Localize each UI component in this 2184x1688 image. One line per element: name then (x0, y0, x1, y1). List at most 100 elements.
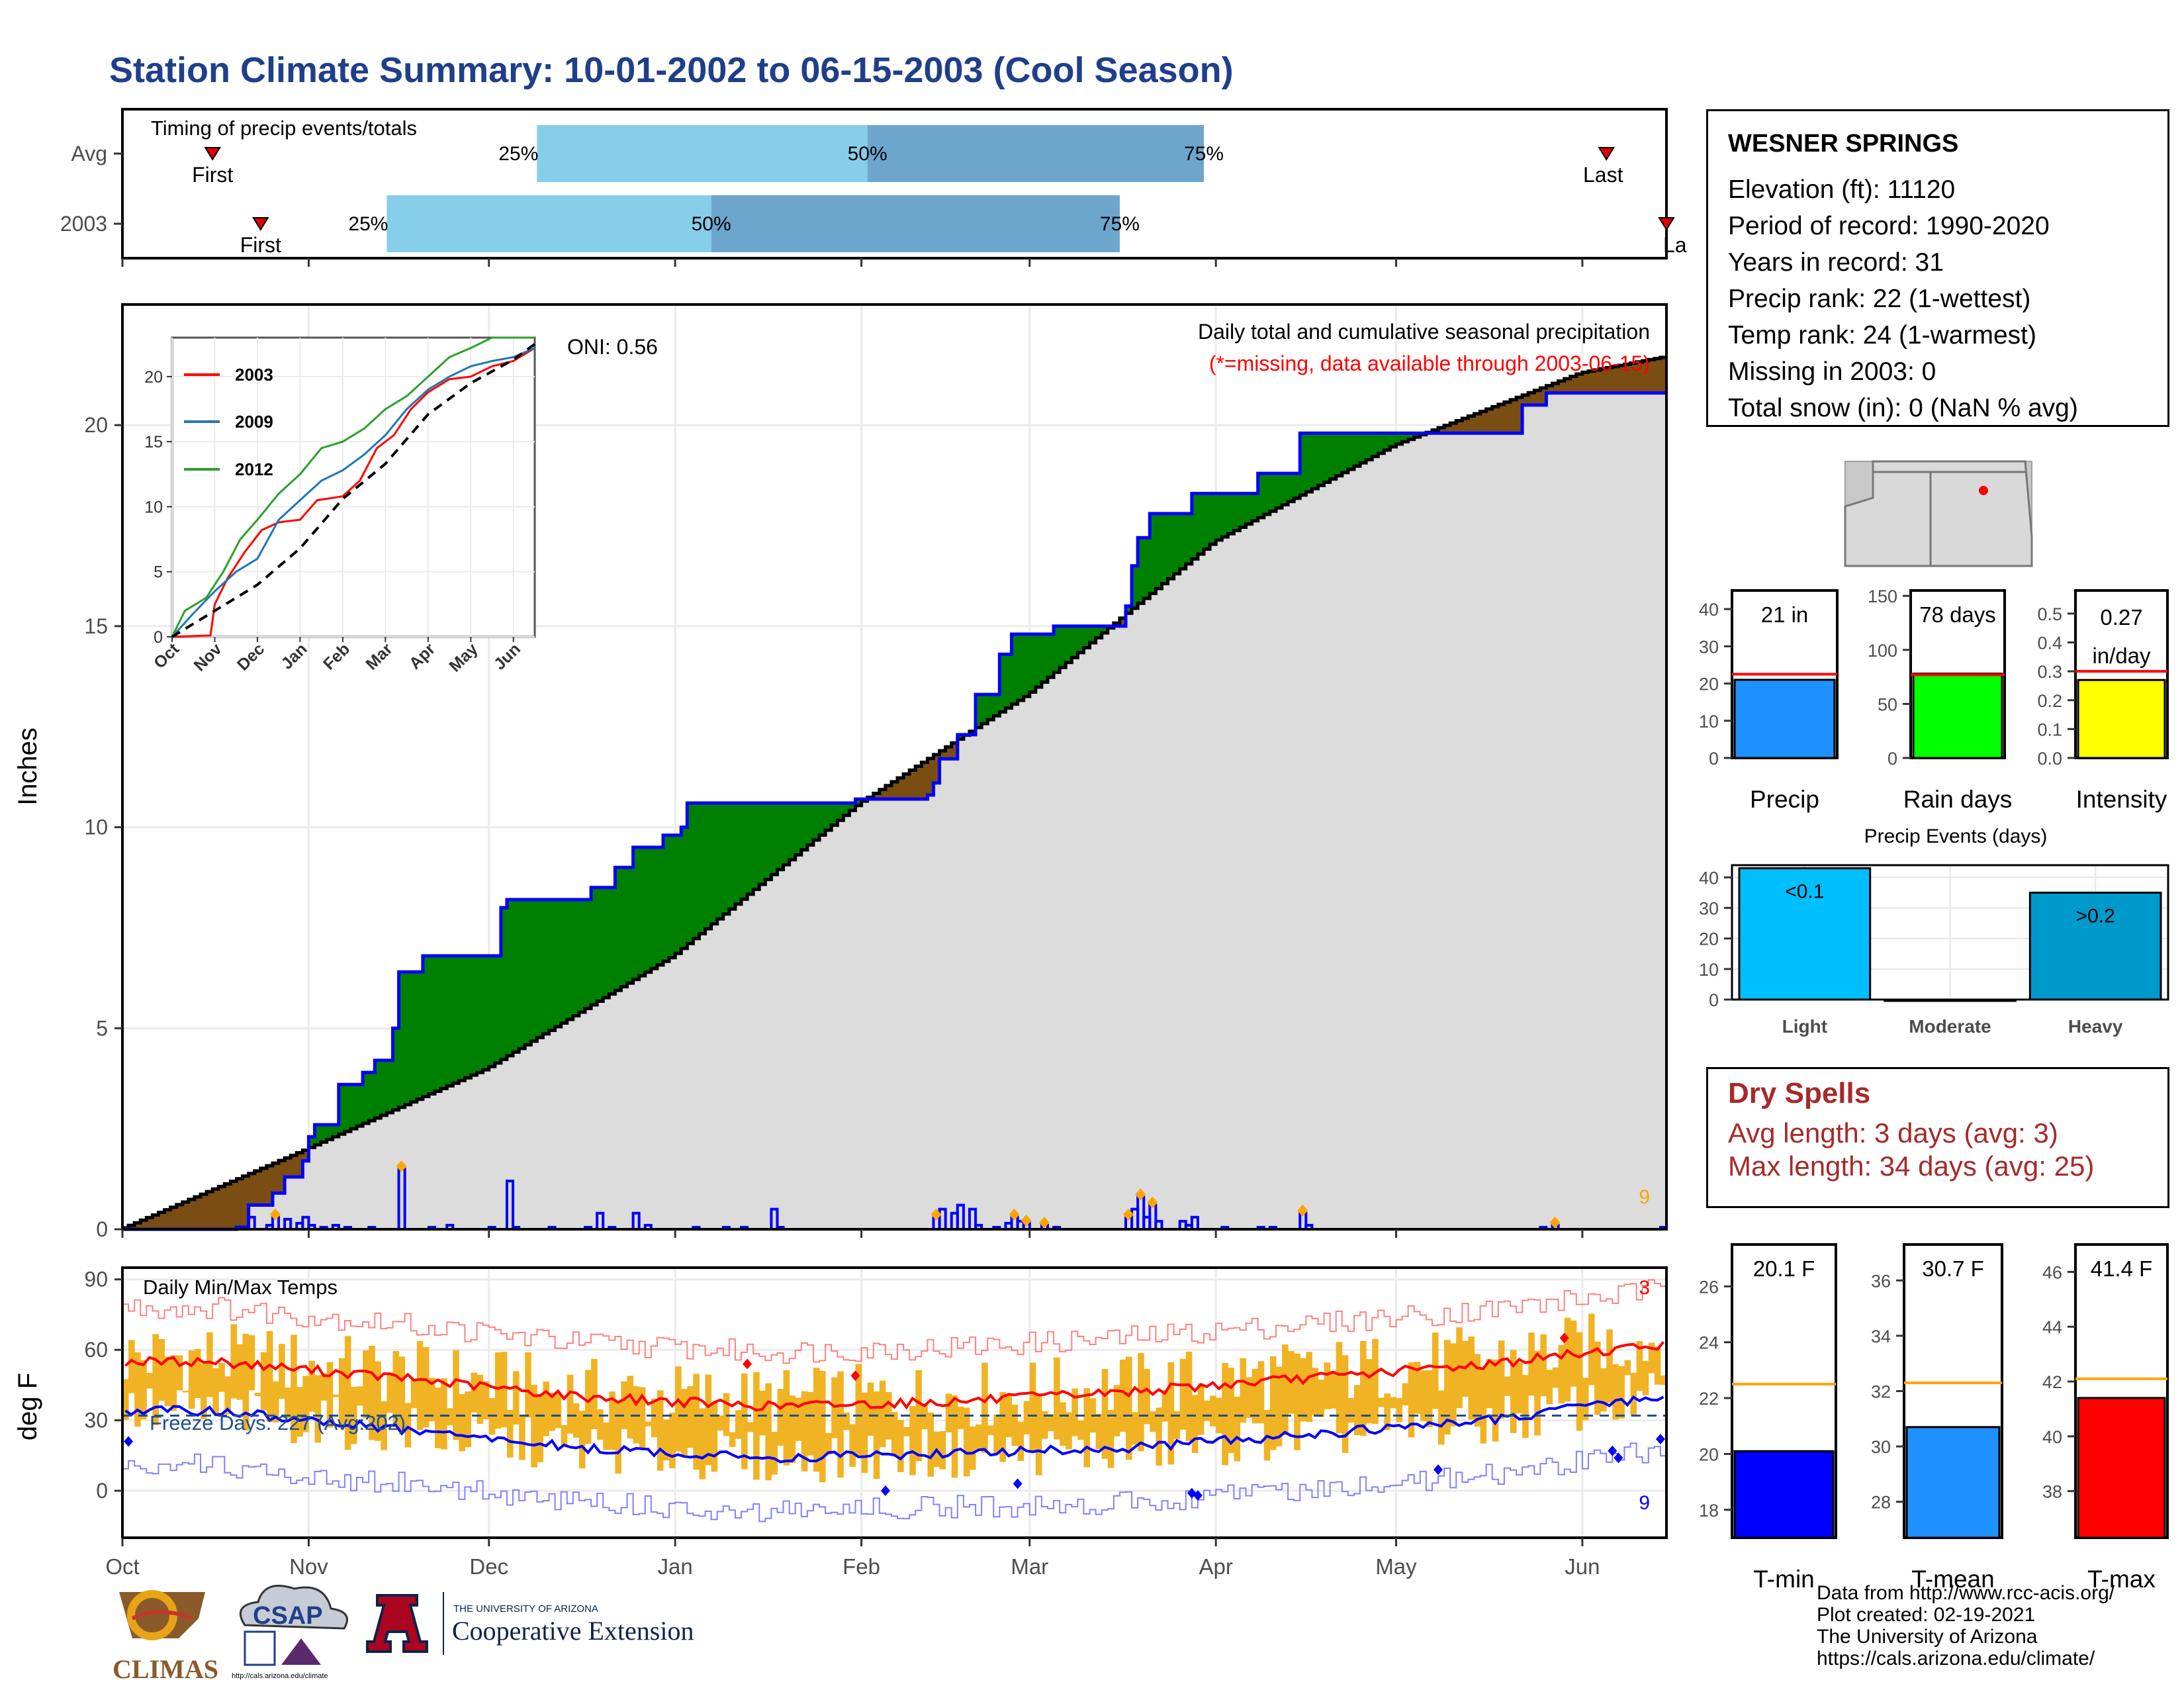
credit-data-source: Data from http://www.rcc-acis.org/ (1817, 1582, 2115, 1604)
tmean-category-label: T-mean (1911, 1566, 1994, 1593)
daily-temp-bar (584, 1370, 592, 1444)
daily-temp-bar (128, 1340, 135, 1393)
daily-temp-bar (873, 1391, 880, 1479)
daily-temp-bar (795, 1397, 802, 1441)
tmax-value-label: 41.4 F (2091, 1256, 2153, 1281)
daily-temp-bar (681, 1389, 688, 1456)
daily-temp-bar (1594, 1341, 1601, 1415)
precip-flag-marker (1135, 1188, 1146, 1201)
daily-temp-bar (609, 1391, 615, 1450)
tmin-y-tick-label: 18 (1699, 1501, 1719, 1521)
daily-temp-bar (717, 1415, 724, 1431)
precip-events-category-label: Heavy (2068, 1016, 2123, 1037)
daily-temp-bar (1156, 1407, 1162, 1466)
daily-temp-bar (1150, 1411, 1156, 1432)
precip-events-bar (1738, 867, 1872, 1001)
intensity-value-label2: in/day (2092, 643, 2151, 668)
tmax-y-tick-label: 40 (2042, 1427, 2062, 1447)
daily-temp-bar (344, 1336, 351, 1450)
daily-temp-bar (1066, 1412, 1072, 1450)
daily-temp-bar (1546, 1370, 1553, 1405)
daily-temp-bar (813, 1368, 820, 1472)
timing-label-75: 75% (1100, 213, 1140, 235)
daily-temp-bar (531, 1385, 537, 1468)
daily-temp-bar (375, 1361, 381, 1441)
daily-temp-bar (152, 1334, 159, 1426)
daily-temp-bar (603, 1422, 610, 1450)
daily-temp-bar (1522, 1375, 1529, 1438)
daily-temp-bar (639, 1387, 646, 1450)
daily-temp-bar (1372, 1338, 1379, 1425)
daily-temp-bar (1294, 1353, 1300, 1450)
timing-first-label: First (192, 163, 233, 187)
csap-logo: CSAP http://cals.arizona.edu/climate (232, 1585, 348, 1680)
daily-temp-bar (242, 1333, 250, 1431)
precip-flag-marker (931, 1208, 942, 1221)
intensity-y-tick-label: 0.5 (2037, 604, 2062, 624)
daily-temp-bar (1414, 1362, 1421, 1414)
record-low-marker (1193, 1490, 1203, 1501)
daily-temp-bar (669, 1413, 676, 1469)
daily-temp-bar (1612, 1364, 1619, 1420)
precip_total-y-tick-label: 20 (1699, 675, 1719, 694)
precip-flag-marker (1122, 1208, 1134, 1221)
station-name: WESNER SPRINGS (1728, 130, 1959, 158)
tmean-y-tick-label: 32 (1871, 1382, 1891, 1402)
daily-temp-bar (1197, 1383, 1205, 1435)
daily-temp-bar (621, 1381, 628, 1430)
daily-temp-bar (1251, 1368, 1259, 1424)
ua-logo-big-text: Cooperative Extension (452, 1616, 694, 1646)
daily-temp-bar (735, 1410, 742, 1439)
daily-temp-bar (976, 1424, 982, 1450)
precip-subtitle: (*=missing, data available through 2003-… (1209, 352, 1650, 375)
daily-temp-bar (1534, 1350, 1541, 1436)
daily-temp-bar (1228, 1368, 1234, 1454)
daily-temp-bar (825, 1432, 832, 1455)
intensity-y-tick-label: 0.3 (2037, 662, 2062, 682)
daily-temp-bar (771, 1432, 778, 1475)
daily-temp-bar (843, 1412, 850, 1430)
daily-temp-bar (422, 1347, 430, 1428)
daily-temp-bar (969, 1426, 976, 1470)
daily-temp-bar (807, 1391, 814, 1456)
daily-temp-bar (687, 1385, 694, 1448)
daily-temp-bar (1312, 1368, 1318, 1415)
daily-temp-bar (1474, 1354, 1481, 1427)
daily-temp-bar (1660, 1375, 1667, 1385)
intensity-y-tick-label: 0.1 (2037, 720, 2062, 739)
daily-temp-bar (1420, 1370, 1427, 1421)
daily-temp-bar (1444, 1340, 1451, 1435)
daily-temp-bar (1132, 1412, 1138, 1445)
precip-events-y-tick-label: 40 (1699, 868, 1719, 888)
daily-temp-bar (675, 1366, 682, 1452)
station-period: Period of record: 1990-2020 (1728, 212, 2050, 240)
daily-temp-bar (927, 1412, 934, 1477)
daily-temp-bar (1125, 1356, 1132, 1460)
timing-bar-50-75-2003 (711, 195, 1120, 252)
record-low-marker (124, 1436, 134, 1447)
daily-temp-bar (1480, 1367, 1487, 1444)
daily-temp-bar (1047, 1414, 1054, 1431)
daily-temp-bar (1492, 1359, 1499, 1442)
daily-temp-bar (1648, 1342, 1655, 1374)
timing-row-label: 2003 (60, 212, 107, 236)
daily-temp-bar (741, 1373, 748, 1470)
daily-temp-bar (1101, 1369, 1109, 1459)
daily-temp-bar (945, 1393, 952, 1432)
daily-temp-bar (453, 1350, 459, 1440)
daily-temp-bar (1191, 1395, 1199, 1453)
daily-temp-bar (404, 1403, 412, 1448)
daily-temp-bar (849, 1424, 856, 1467)
daily-temp-bar (236, 1344, 244, 1400)
daily-temp-bar (891, 1412, 898, 1456)
daily-temp-bar (1486, 1359, 1493, 1409)
dry-spells-box: Dry Spells Avg length: 3 days (avg: 3) M… (1706, 1067, 2169, 1208)
daily-temp-bar (1017, 1421, 1024, 1461)
daily-temp-bar (981, 1362, 988, 1454)
daily-temp-bar (1576, 1332, 1583, 1431)
daily-temp-bar (1588, 1313, 1595, 1385)
daily-temp-bar (1173, 1411, 1181, 1439)
daily-temp-bar (837, 1371, 844, 1477)
daily-temp-bar (1138, 1352, 1144, 1452)
daily-temp-bar (1041, 1411, 1048, 1439)
